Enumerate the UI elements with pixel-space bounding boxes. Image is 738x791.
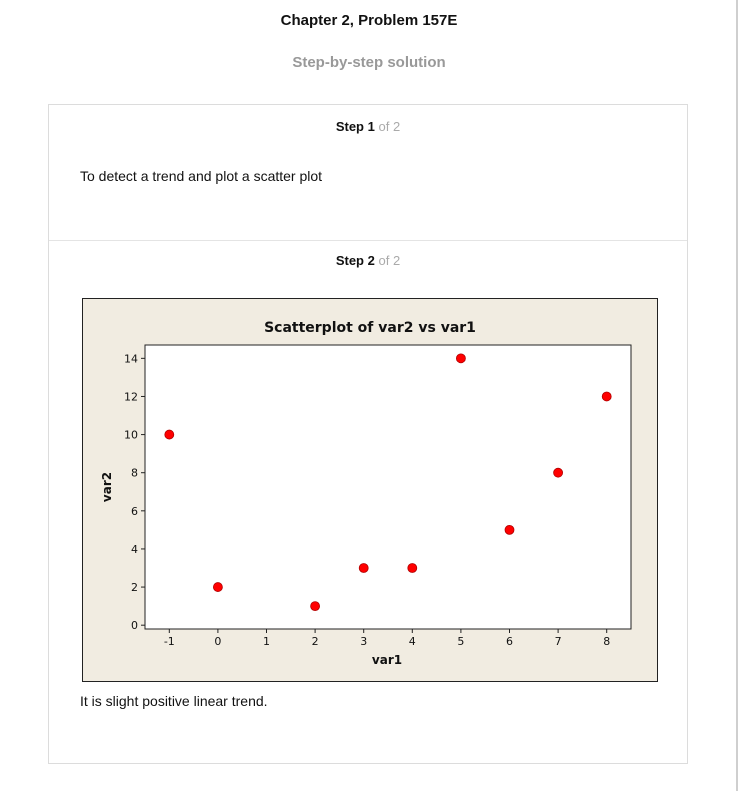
- step-1-text: To detect a trend and plot a scatter plo…: [80, 168, 323, 184]
- scatter-point: [310, 601, 321, 612]
- chart-title: Scatterplot of var2 vs var1: [264, 320, 476, 336]
- y-tick-label: 12: [124, 390, 138, 403]
- step-2-of: of 2: [378, 253, 401, 268]
- scatter-point: [601, 391, 612, 402]
- x-tick-label: 5: [457, 635, 464, 648]
- x-tick-label: 1: [263, 635, 270, 648]
- step-2-text: It is slight positive linear trend.: [80, 693, 268, 709]
- x-tick-label: 3: [360, 635, 367, 648]
- step-1-of: of 2: [378, 119, 401, 134]
- x-tick-label: 0: [214, 635, 221, 648]
- x-axis-label: var1: [372, 653, 402, 667]
- x-tick-label: 6: [506, 635, 513, 648]
- y-tick-label: 4: [131, 543, 138, 556]
- step-1-header: Step 1 of 2: [49, 119, 687, 134]
- scatter-point: [504, 524, 515, 535]
- page-right-border: [736, 0, 738, 791]
- scatter-chart: Scatterplot of var2 vs var1 02468101214 …: [100, 320, 632, 667]
- page-title: Chapter 2, Problem 157E: [280, 12, 458, 29]
- x-tick-label: 2: [312, 635, 319, 648]
- x-tick-label: 7: [555, 635, 562, 648]
- y-tick-label: 6: [131, 505, 138, 518]
- y-tick-label: 14: [124, 352, 138, 365]
- scatter-point: [212, 582, 223, 592]
- plot-area: [144, 344, 632, 630]
- scatter-point: [407, 563, 418, 573]
- step-2-label: Step 2: [335, 253, 375, 268]
- y-tick-label: 2: [131, 581, 138, 594]
- scatter-point: [164, 429, 175, 440]
- step-2-header: Step 2 of 2: [49, 253, 687, 268]
- step-divider: [49, 240, 687, 241]
- y-axis-label: var2: [100, 472, 114, 502]
- x-tick-label: -1: [164, 635, 175, 648]
- y-tick-label: 8: [131, 467, 138, 480]
- scatter-point: [455, 353, 466, 364]
- scatter-chart-image: Scatterplot of var2 vs var1 0 2 4 6 8 10 12 14 …: [82, 298, 658, 682]
- step-1-label: Step 1: [335, 119, 375, 134]
- page-subtitle: Step-by-step solution: [292, 54, 446, 71]
- scatter-point: [553, 467, 564, 478]
- y-tick-label: 0: [131, 619, 138, 632]
- x-tick-label: 8: [603, 635, 610, 648]
- solution-card: Step 1 of 2 To detect a trend and plot a…: [48, 104, 688, 764]
- x-tick-label: 4: [409, 635, 416, 648]
- y-tick-label: 10: [124, 429, 138, 442]
- scatter-point: [358, 563, 369, 573]
